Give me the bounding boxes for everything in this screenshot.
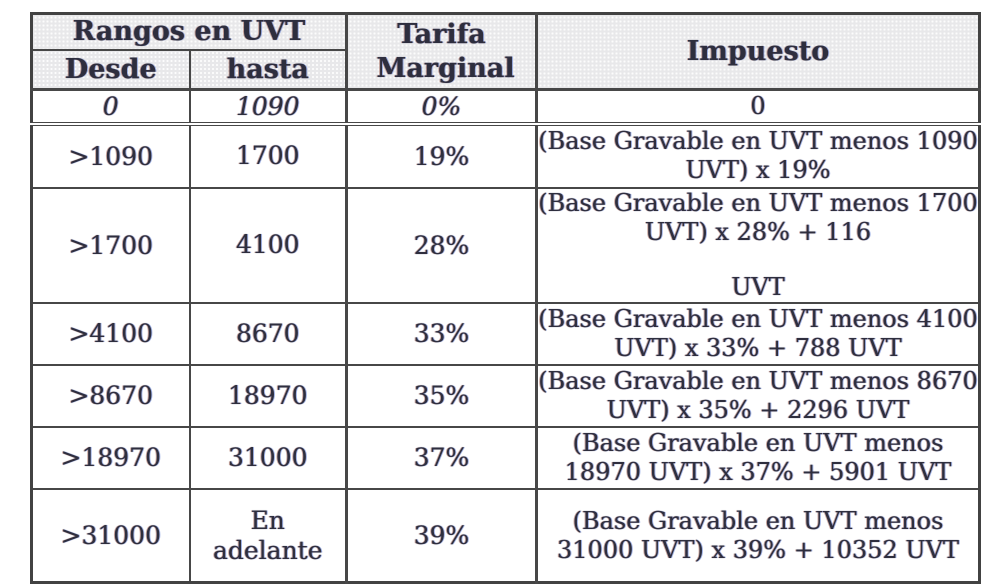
cell-desde: >18970: [30, 425, 191, 490]
cell-hasta: En adelante: [188, 487, 348, 584]
table-body: 0 1090 0% 0 >1090 1700 19% (Base Gravable en UV…: [30, 88, 981, 584]
table-row: >31000 En adelante 39% (Base Gravable en UV…: [30, 487, 981, 584]
header-row-2: Desde hasta: [30, 48, 980, 91]
header-tarifa-marginal: Tarifa Marginal: [345, 12, 538, 91]
header-tarifa-marginal-label: Tarifa Marginal: [376, 18, 515, 84]
cell-hasta: 18970: [188, 363, 348, 428]
cell-hasta: 31000: [188, 425, 348, 490]
cell-hasta-value: 1090: [235, 91, 300, 121]
cell-impuesto: (Base Gravable en UVT menos 1090 UVT) x …: [535, 121, 981, 189]
cell-desde: >31000: [30, 487, 191, 584]
cell-hasta-value: 18970: [227, 380, 308, 410]
table-row: >1700 4100 28% (Base Gravable en UVT menos …: [30, 186, 981, 304]
cell-tarifa-marginal: 28%: [345, 186, 538, 304]
uvt-tax-table: Rangos en UVT Tarifa Marginal Impuesto D…: [30, 12, 981, 585]
cell-desde: >4100: [30, 301, 191, 366]
cell-desde: >8670: [30, 363, 191, 428]
cell-desde: >1700: [30, 186, 191, 304]
cell-hasta-value: 31000: [227, 442, 308, 472]
header-rangos-en-uvt: Rangos en UVT: [30, 12, 348, 51]
cell-desde: >1090: [30, 121, 191, 189]
cell-tarifa-marginal: 33%: [345, 301, 538, 366]
impuesto-formula: UVT: [731, 272, 785, 301]
impuesto-formula: (Base Gravable en UVT menos 1700 UVT) x …: [538, 188, 978, 246]
table-row: >1090 1700 19% (Base Gravable en UVT menos …: [30, 121, 981, 189]
cell-impuesto: (Base Gravable en UVT menos 18970 UVT) x…: [535, 425, 981, 490]
impuesto-formula: (Base Gravable en UVT menos 18970 UVT) x…: [564, 428, 952, 486]
cell-tarifa-marginal: 0%: [345, 88, 538, 125]
cell-impuesto: (Base Gravable en UVT menos 8670 UVT) x …: [535, 363, 981, 428]
cell-impuesto: (Base Gravable en UVT menos 31000 UVT) x…: [535, 487, 981, 584]
impuesto-formula: 0: [750, 92, 766, 120]
cell-desde: 0: [30, 88, 191, 125]
impuesto-formula: (Base Gravable en UVT menos 8670 UVT) x …: [538, 366, 978, 424]
cell-tarifa-marginal: 37%: [345, 425, 538, 490]
table-row: 0 1090 0% 0: [30, 88, 981, 125]
impuesto-formula: (Base Gravable en UVT menos 4100 UVT) x …: [538, 304, 978, 362]
header-hasta: hasta: [188, 48, 348, 91]
impuesto-formula: (Base Gravable en UVT menos 1090 UVT) x …: [538, 127, 978, 185]
cell-tarifa-marginal: 19%: [345, 121, 538, 189]
table-row: >8670 18970 35% (Base Gravable en UVT menos…: [30, 363, 981, 428]
table-row: >18970 31000 37% (Base Gravable en UVT meno…: [30, 425, 981, 490]
cell-hasta: 8670: [188, 301, 348, 366]
cell-hasta-value: 8670: [235, 318, 300, 348]
cell-hasta: 1090: [188, 88, 348, 125]
cell-hasta: 4100: [188, 186, 348, 304]
cell-tarifa-marginal: 39%: [345, 487, 538, 584]
cell-hasta-value: En adelante: [212, 505, 323, 565]
impuesto-formula: (Base Gravable en UVT menos 31000 UVT) x…: [557, 506, 959, 564]
cell-impuesto: (Base Gravable en UVT menos 4100 UVT) x …: [535, 301, 981, 366]
table-row: >4100 8670 33% (Base Gravable en UVT menos …: [30, 301, 981, 366]
cell-hasta-value: 1700: [235, 141, 300, 171]
table-header: Rangos en UVT Tarifa Marginal Impuesto D…: [30, 12, 981, 91]
cell-hasta-value: 4100: [235, 230, 300, 260]
header-desde: Desde: [30, 48, 191, 91]
cell-impuesto: 0: [535, 88, 981, 125]
cell-impuesto: (Base Gravable en UVT menos 1700 UVT) x …: [535, 186, 981, 304]
header-impuesto: Impuesto: [535, 12, 981, 91]
cell-hasta: 1700: [188, 121, 348, 189]
cell-tarifa-marginal: 35%: [345, 363, 538, 428]
header-row-1: Rangos en UVT Tarifa Marginal Impuesto: [30, 12, 981, 91]
